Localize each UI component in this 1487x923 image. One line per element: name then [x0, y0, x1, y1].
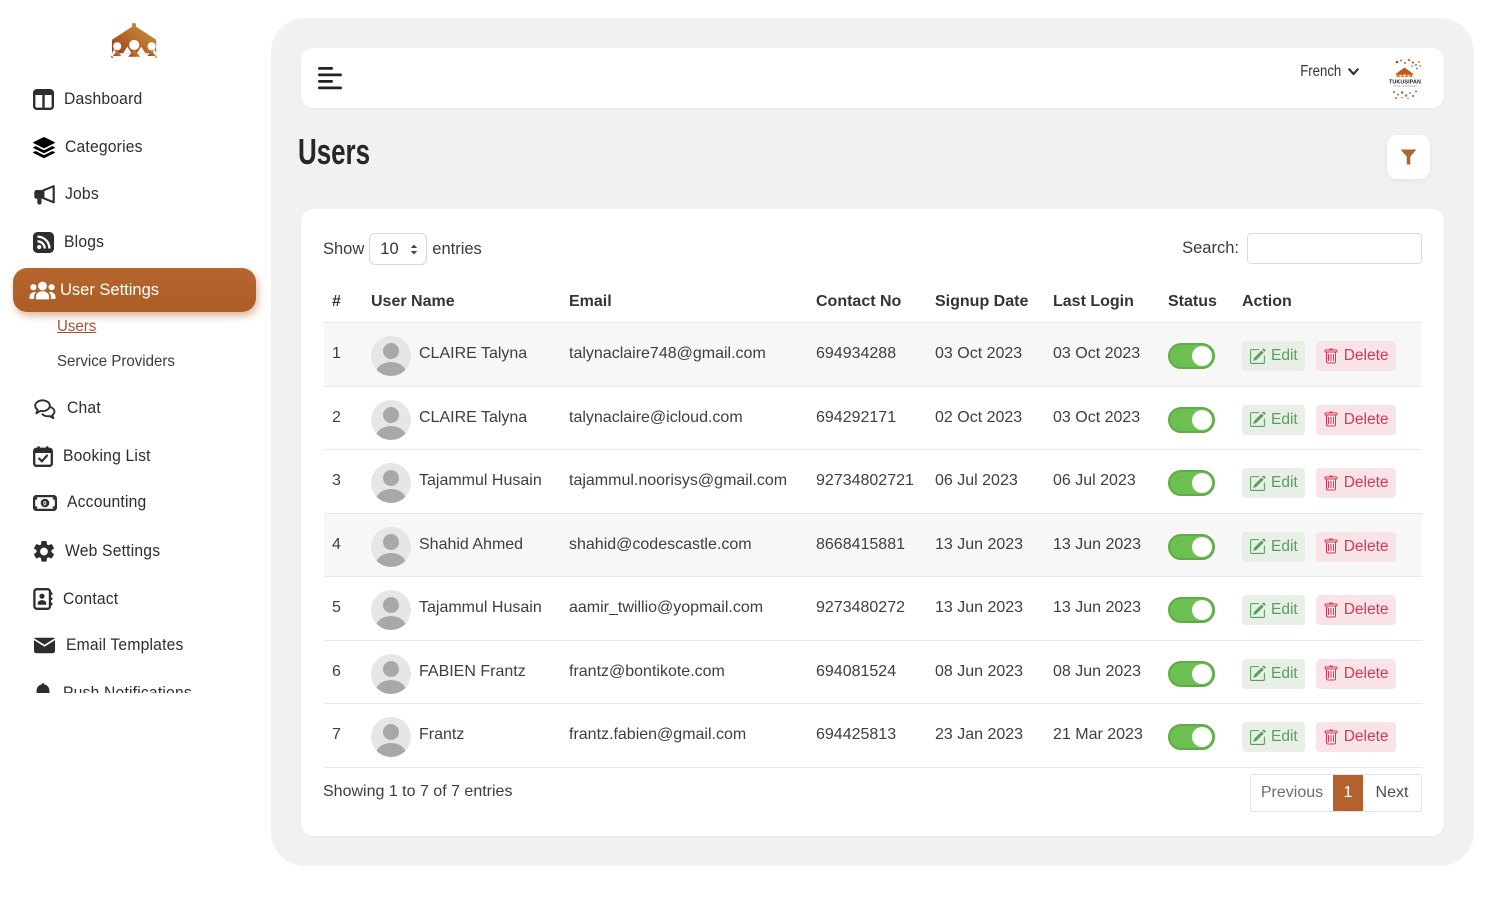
svg-text:HOTEL AND RESORT: HOTEL AND RESORT — [1393, 85, 1418, 88]
svg-text:0: 0 — [43, 500, 47, 507]
svg-text:TUKUSIPAN: TUKUSIPAN — [1389, 80, 1421, 86]
